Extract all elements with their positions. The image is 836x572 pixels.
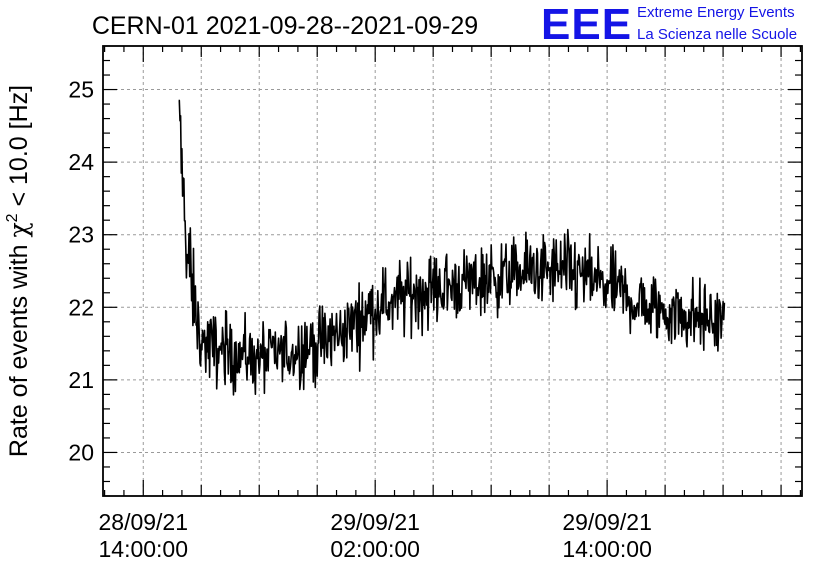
y-axis-label-sup: 2 <box>4 213 21 222</box>
chart-title: CERN-01 2021-09-28--2021-09-29 <box>92 12 478 40</box>
x-tick-label-time: 14:00:00 <box>98 536 188 562</box>
y-tick-label: 25 <box>68 77 94 103</box>
y-axis-label-prefix: Rate of events with <box>5 238 33 458</box>
series-layer <box>178 99 726 396</box>
y-tick-label: 22 <box>68 294 94 320</box>
x-tick-label-date: 29/09/21 <box>562 509 652 535</box>
x-tick-label-date: 29/09/21 <box>330 509 420 535</box>
y-tick-label: 21 <box>68 367 94 393</box>
x-tick-label-time: 02:00:00 <box>330 536 420 562</box>
y-tick-label: 20 <box>68 439 94 465</box>
series-line <box>178 99 726 396</box>
logo-line-2: La Scienza nelle Scuole <box>637 26 797 43</box>
y-tick-label: 23 <box>68 222 94 248</box>
y-axis-label: Rate of events with χ2 < 10.0 [Hz] <box>4 85 33 457</box>
logo-mark: EEE <box>541 0 632 49</box>
x-tick-label-time: 14:00:00 <box>562 536 652 562</box>
logo-line-1: Extreme Energy Events <box>637 4 795 21</box>
grid-lines <box>103 46 802 496</box>
y-axis-label-suffix: < 10.0 [Hz] <box>5 85 33 214</box>
eee-logo: EEE Extreme Energy Events La Scienza nel… <box>541 0 797 49</box>
y-axis-label-chi: χ <box>4 222 33 237</box>
axes: 20212223242528/09/2114:00:0029/09/2102:0… <box>68 45 803 562</box>
x-tick-label-date: 28/09/21 <box>98 509 188 535</box>
y-tick-label: 24 <box>68 149 94 175</box>
